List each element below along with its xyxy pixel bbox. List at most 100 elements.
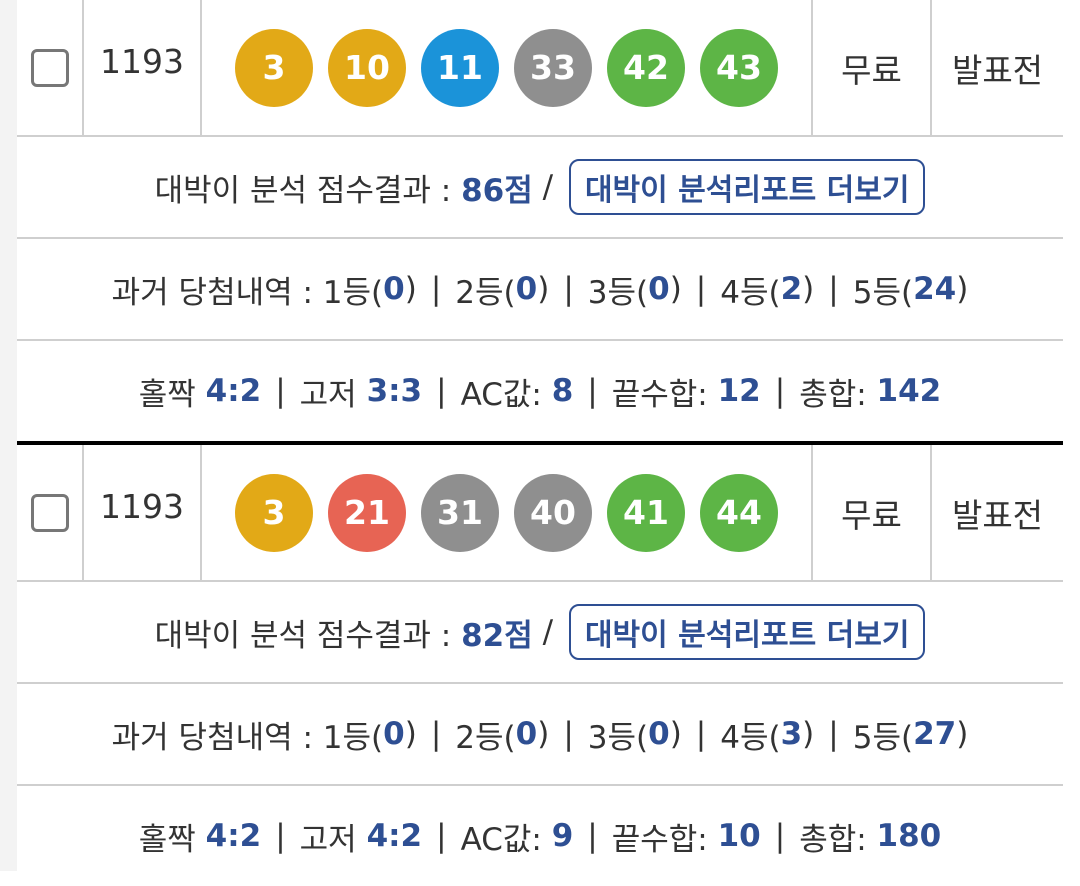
- paren: ): [956, 271, 969, 307]
- endsum-label: 끝수합:: [611, 376, 718, 413]
- entry: 1193 3 10 11 33 42 43 무료 발표전 대박이 분석 점수결과 : 86…: [17, 0, 1080, 441]
- separator: |: [563, 716, 574, 752]
- status: 발표전: [951, 495, 1044, 535]
- ball-set: 3 10 11 33 42 43: [202, 0, 813, 135]
- lotto-ball: 33: [514, 28, 592, 107]
- paren: ): [537, 271, 550, 307]
- rank-count: 0: [648, 716, 670, 752]
- score-row: 대박이 분석 점수결과 : 82점 / 대박이 분석리포트 더보기: [17, 582, 1063, 684]
- lotto-ball: 21: [328, 473, 406, 552]
- rank-label: 1등(: [322, 274, 384, 311]
- separator: |: [430, 271, 442, 307]
- rank-label: 1등(: [322, 719, 384, 756]
- rank-label: 5등(: [852, 719, 914, 756]
- history-row: 과거 당첨내역 : 1등(0) | 2등(0) | 3등(0) | 4등(2) | 5등(24): [17, 239, 1063, 341]
- left-margin: [0, 0, 17, 871]
- separator: |: [828, 716, 839, 752]
- separator: |: [275, 818, 286, 854]
- separator: |: [436, 818, 447, 854]
- separator: |: [774, 818, 786, 854]
- total-value: 142: [876, 373, 942, 409]
- price: 무료: [813, 0, 932, 135]
- lotto-ball: 41: [607, 473, 685, 552]
- rank-label: 2등(: [455, 274, 516, 311]
- stats-row: 홀짝 4:2 | 고저 3:3 | AC값: 8 | 끝수합: 12 | 총합: 142: [17, 341, 1063, 441]
- rank-count: 0: [515, 271, 538, 307]
- ball-set: 3 21 31 40 41 44: [202, 445, 813, 580]
- oddeven-value: 4:2: [205, 373, 262, 409]
- select-checkbox[interactable]: [30, 48, 69, 87]
- ac-label: AC값:: [460, 376, 552, 413]
- rank-count: 0: [515, 716, 538, 752]
- report-button[interactable]: 대박이 분석리포트 더보기: [568, 159, 926, 215]
- total-value: 180: [876, 818, 942, 854]
- report-button[interactable]: 대박이 분석리포트 더보기: [568, 604, 926, 660]
- endsum-value: 10: [717, 818, 761, 854]
- history-label: 과거 당첨내역 :: [111, 719, 323, 756]
- separator: |: [436, 373, 447, 409]
- rank-count: 27: [913, 716, 957, 752]
- entry-divider: [17, 441, 1063, 445]
- round-number: 1193: [84, 0, 202, 135]
- history-row: 과거 당첨내역 : 1등(0) | 2등(0) | 3등(0) | 4등(3) | 5등(27): [17, 684, 1063, 786]
- score-label: 대박이 분석 점수결과 :: [154, 172, 462, 209]
- oddeven-value: 4:2: [205, 818, 262, 854]
- ac-label: AC값:: [460, 821, 552, 858]
- lotto-ball: 3: [235, 473, 313, 552]
- rank-label: 3등(: [587, 719, 649, 756]
- score-row: 대박이 분석 점수결과 : 86점 / 대박이 분석리포트 더보기: [17, 137, 1063, 239]
- rank-count: 0: [383, 716, 405, 752]
- endsum-label: 끝수합:: [611, 821, 718, 858]
- highlow-value: 3:3: [366, 373, 423, 409]
- separator: |: [695, 716, 707, 752]
- score-value: 82점: [461, 617, 533, 654]
- oddeven-label: 홀짝: [138, 821, 206, 858]
- total-label: 총합:: [799, 376, 877, 413]
- lotto-ball: 42: [607, 28, 685, 107]
- paren: ): [802, 271, 815, 307]
- lotto-ball: 3: [235, 28, 313, 107]
- separator: |: [587, 818, 598, 854]
- ac-value: 9: [551, 818, 574, 854]
- separator: |: [563, 271, 574, 307]
- paren: ): [956, 716, 969, 752]
- oddeven-label: 홀짝: [138, 376, 206, 413]
- paren: ): [404, 716, 417, 752]
- lotto-ball: 43: [700, 28, 778, 107]
- paren: ): [404, 271, 417, 307]
- rank-label: 4등(: [720, 274, 781, 311]
- rank-label: 2등(: [455, 719, 516, 756]
- highlow-label: 고저: [299, 821, 367, 858]
- separator: |: [275, 373, 286, 409]
- rank-count: 0: [648, 271, 670, 307]
- rank-count: 24: [913, 271, 957, 307]
- paren: ): [802, 716, 815, 752]
- lotto-ball: 40: [514, 473, 592, 552]
- lotto-ball: 10: [328, 28, 406, 107]
- history-label: 과거 당첨내역 :: [111, 274, 323, 311]
- rank-count: 3: [780, 716, 803, 752]
- ac-value: 8: [551, 373, 574, 409]
- rank-label: 4등(: [720, 719, 781, 756]
- paren: ): [669, 716, 682, 752]
- separator: |: [774, 373, 786, 409]
- price: 무료: [813, 445, 932, 580]
- status: 발표전: [951, 50, 1044, 90]
- paren: ): [669, 271, 682, 307]
- select-checkbox[interactable]: [30, 493, 69, 532]
- rank-count: 2: [780, 271, 803, 307]
- stats-row: 홀짝 4:2 | 고저 4:2 | AC값: 9 | 끝수합: 10 | 총합: 180: [17, 786, 1063, 886]
- highlow-label: 고저: [299, 376, 367, 413]
- rank-label: 3등(: [587, 274, 649, 311]
- paren: ): [537, 716, 550, 752]
- score-label: 대박이 분석 점수결과 :: [154, 617, 462, 654]
- lotto-list: 1193 3 10 11 33 42 43 무료 발표전 대박이 분석 점수결과 : 86…: [17, 0, 1080, 886]
- rank-count: 0: [383, 271, 405, 307]
- separator: |: [695, 271, 707, 307]
- slash: /: [532, 169, 563, 205]
- rank-label: 5등(: [852, 274, 914, 311]
- separator: |: [430, 716, 442, 752]
- score-value: 86점: [461, 172, 533, 209]
- lotto-ball: 44: [700, 473, 778, 552]
- slash: /: [532, 614, 563, 650]
